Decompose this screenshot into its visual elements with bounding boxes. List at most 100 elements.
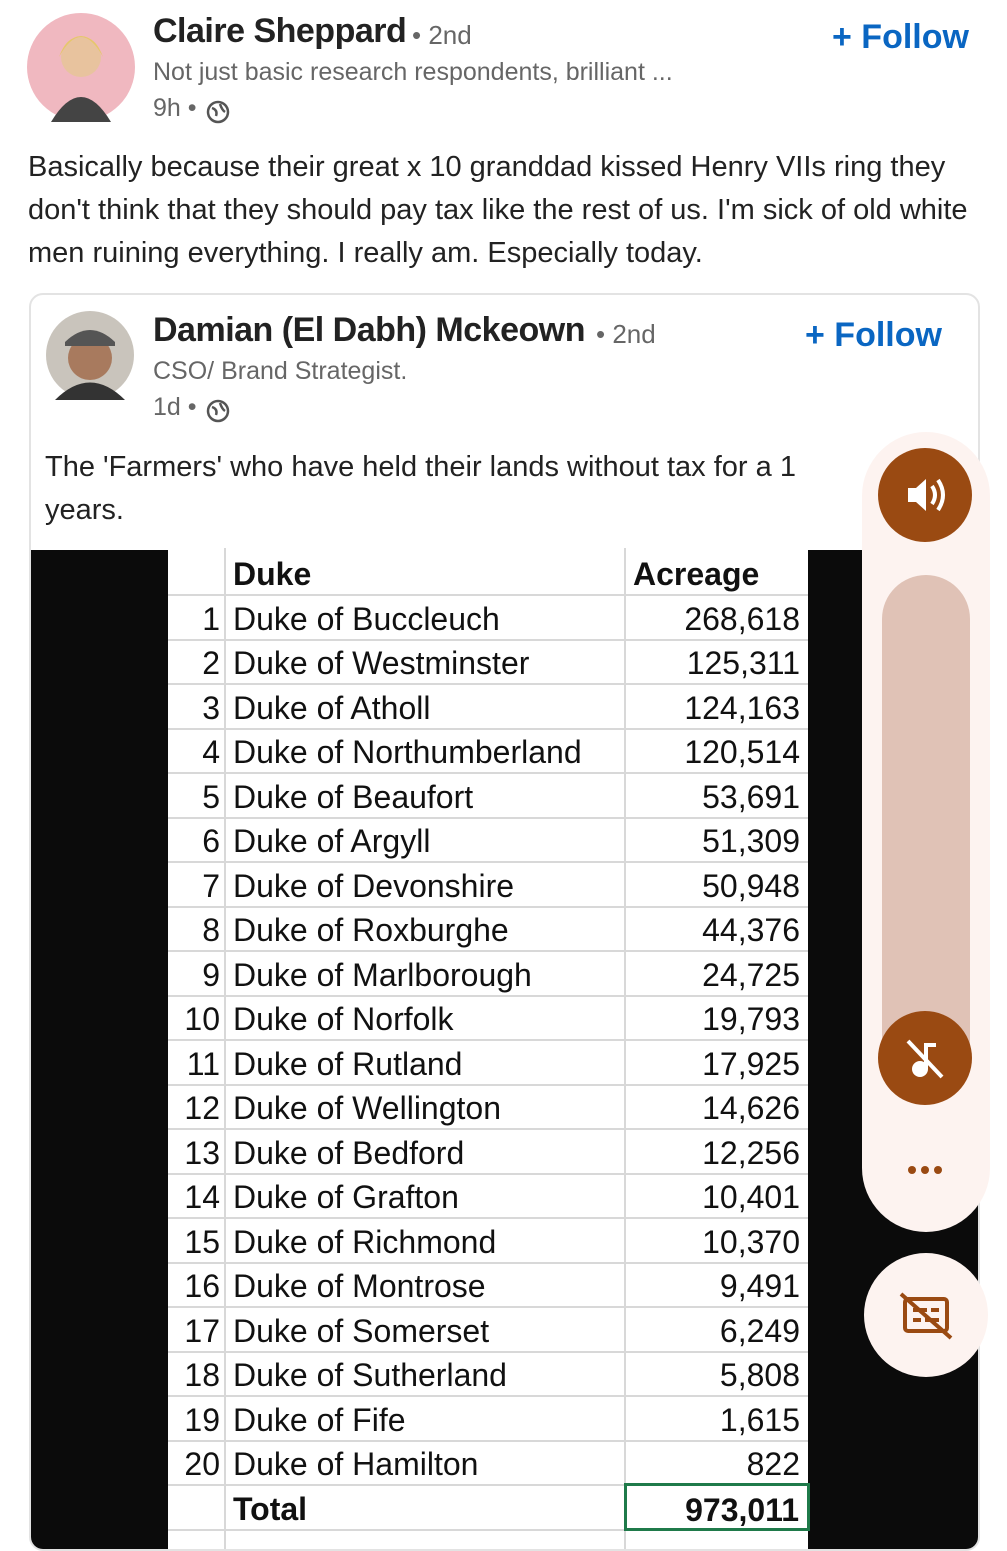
table-header: Duke Acreage [168, 550, 808, 596]
duke-cell: Duke of Roxburghe [233, 912, 509, 948]
duke-cell: Duke of Norfolk [233, 1001, 454, 1037]
rank-cell: 16 [184, 1268, 220, 1304]
acreage-cell: 125,311 [686, 645, 800, 681]
table-row: 6 Duke of Argyll 51,309 [168, 817, 808, 863]
rank-cell: 6 [202, 823, 220, 859]
acreage-cell: 50,948 [702, 867, 800, 904]
acreage-cell: 44,376 [702, 912, 800, 948]
degree: • 2nd [412, 20, 472, 50]
total-cell: 973,011 [624, 1482, 810, 1531]
rank-cell: 10 [184, 1001, 220, 1037]
duke-cell: Duke of Atholl [233, 689, 431, 726]
duke-cell: Duke of Bedford [233, 1134, 465, 1171]
rank-cell: 18 [184, 1357, 220, 1393]
avatar[interactable] [45, 310, 135, 400]
duke-cell: Duke of Montrose [233, 1268, 486, 1304]
table-row: 2 Duke of Westminster 125,311 [168, 639, 808, 685]
table-row: 13 Duke of Bedford 12,256 [168, 1129, 808, 1175]
follow-button[interactable]: + Follow [832, 18, 969, 56]
table-row: 4 Duke of Northumberland 120,514 [168, 728, 808, 774]
table-row: 10 Duke of Norfolk 19,793 [168, 995, 808, 1041]
rank-cell: 19 [184, 1401, 220, 1438]
table-row: 1 Duke of Buccleuch 268,618 [168, 595, 808, 641]
duke-cell: Duke of Devonshire [233, 867, 515, 904]
acreage-table: Duke Acreage 1 Duke of Buccleuch 268,618 2 Duk… [168, 548, 810, 1549]
mute-button[interactable] [878, 1011, 972, 1105]
headline: CSO/ Brand Strategist. [153, 357, 408, 385]
rank-cell: 4 [202, 734, 220, 770]
rank-cell: 9 [202, 956, 220, 993]
table-row: 18 Duke of Sutherland 5,808 [168, 1351, 808, 1397]
duke-cell: Duke of Argyll [233, 823, 431, 859]
total-row: Total 973,011 [168, 1482, 810, 1531]
captions-button[interactable] [863, 1252, 989, 1378]
acreage-cell: 1,615 [719, 1401, 800, 1438]
acreage-cell: 124,163 [684, 689, 800, 726]
acreage-cell: 6,249 [719, 1312, 800, 1349]
table-row: 7 Duke of Devonshire 50,948 [168, 862, 808, 908]
author-name[interactable]: Claire Sheppard [153, 12, 407, 50]
rank-cell: 2 [202, 645, 220, 681]
table-row: 14 Duke of Grafton 10,401 [168, 1173, 808, 1219]
rank-cell: 17 [184, 1312, 220, 1349]
rank-cell: 7 [202, 867, 220, 904]
col-sep [624, 548, 626, 1549]
acreage-cell: 822 [746, 1446, 800, 1482]
post-time: 1d • [153, 393, 197, 421]
duke-cell: Duke of Somerset [233, 1312, 490, 1349]
acreage-cell: 10,401 [702, 1179, 800, 1215]
acreage-cell: 24,725 [702, 956, 800, 993]
post-text: Basically because their great x 10 grand… [28, 151, 968, 269]
globe-icon [206, 100, 230, 124]
duke-cell: Duke of Buccleuch [233, 600, 500, 637]
rank-cell: 12 [184, 1090, 220, 1126]
table-row: 5 Duke of Beaufort 53,691 [168, 773, 808, 819]
globe-icon [206, 399, 230, 423]
total-value: 973,011 [685, 1491, 799, 1528]
duke-cell: Duke of Marlborough [233, 956, 532, 993]
table-row: 17 Duke of Somerset 6,249 [168, 1307, 808, 1353]
post-time: 9h • [153, 94, 197, 122]
total-label: Total [233, 1490, 308, 1527]
acreage-cell: 120,514 [684, 734, 800, 770]
duke-cell: Duke of Fife [233, 1401, 406, 1438]
more-button[interactable] [902, 1158, 948, 1182]
rank-cell: 5 [202, 778, 220, 815]
acreage-cell: 268,618 [684, 600, 800, 637]
duke-cell: Duke of Hamilton [233, 1446, 479, 1482]
table-row: 20 Duke of Hamilton 822 [168, 1440, 808, 1486]
rank-cell: 13 [184, 1134, 220, 1171]
duke-cell: Duke of Grafton [233, 1179, 459, 1215]
rank-cell: 11 [186, 1045, 220, 1082]
table-row: 19 Duke of Fife 1,615 [168, 1396, 808, 1442]
duke-cell: Duke of Sutherland [233, 1357, 507, 1393]
avatar[interactable] [26, 12, 136, 122]
table-row: 11 Duke of Rutland 17,925 [168, 1040, 808, 1086]
header-cell: Duke [233, 556, 312, 592]
shared-text-line: years. [45, 494, 124, 526]
acreage-cell: 53,691 [702, 778, 800, 815]
acreage-cell: 19,793 [702, 1001, 800, 1037]
rank-cell: 14 [184, 1179, 220, 1215]
shared-text-line: The 'Farmers' who have held their lands … [45, 451, 796, 483]
follow-button[interactable]: + Follow [805, 316, 942, 354]
acreage-cell: 17,925 [702, 1045, 800, 1082]
volume-button[interactable] [878, 448, 972, 542]
col-sep [224, 548, 226, 1549]
acreage-cell: 9,491 [719, 1268, 800, 1304]
header-cell: Acreage [633, 556, 760, 592]
acreage-cell: 12,256 [702, 1134, 800, 1171]
rank-cell: 3 [202, 689, 220, 726]
duke-cell: Duke of Wellington [233, 1090, 501, 1126]
author-name[interactable]: Damian (El Dabh) Mckeown [153, 311, 585, 349]
table-row: 8 Duke of Roxburghe 44,376 [168, 906, 808, 952]
degree: • 2nd [596, 319, 656, 349]
rank-cell: 15 [184, 1223, 220, 1260]
acreage-cell: 5,808 [719, 1357, 800, 1393]
table-row: 16 Duke of Montrose 9,491 [168, 1262, 808, 1308]
table-row: 9 Duke of Marlborough 24,725 [168, 951, 808, 997]
duke-cell: Duke of Rutland [233, 1045, 463, 1082]
acreage-cell: 51,309 [702, 823, 800, 859]
table-row: 3 Duke of Atholl 124,163 [168, 684, 808, 730]
